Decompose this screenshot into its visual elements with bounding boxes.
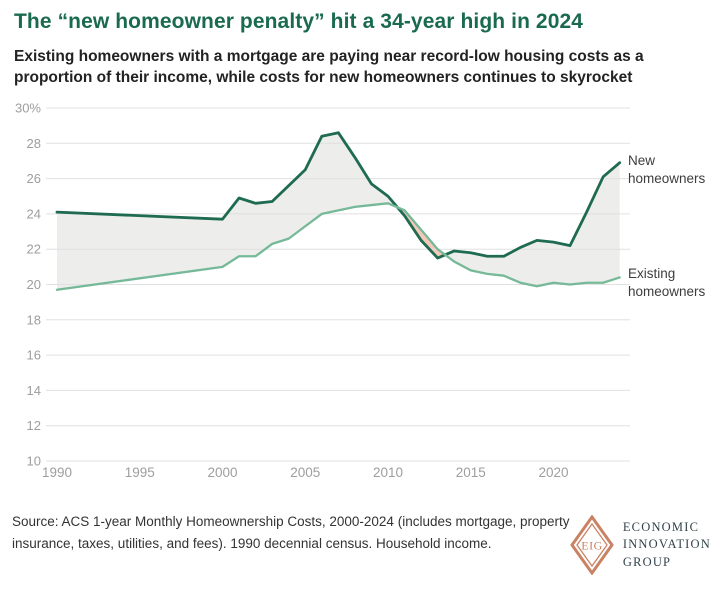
band-fill-gray <box>57 132 398 290</box>
y-tick-label: 28 <box>27 136 41 151</box>
x-tick-label: 2005 <box>290 465 320 480</box>
y-tick-label: 18 <box>27 312 41 327</box>
chart-page: The “new homeowner penalty” hit a 34-yea… <box>0 10 727 575</box>
x-tick-label: 1995 <box>125 465 155 480</box>
y-tick-label: 30% <box>15 100 41 115</box>
eig-wordmark-line1: ECONOMIC <box>622 519 700 534</box>
eig-wordmark-line3: GROUP <box>622 554 672 569</box>
chart-title: The “new homeowner penalty” hit a 34-yea… <box>14 10 584 33</box>
svg-text:EIG: EIG <box>581 538 603 552</box>
x-tick-label: 2015 <box>456 465 486 480</box>
series-line-new-homeowners <box>55 131 622 260</box>
series-label-new-homeowners: New homeowners <box>628 152 706 186</box>
x-tick-label: 1990 <box>42 465 72 480</box>
source-note: Source: ACS 1-year Monthly Homeownership… <box>12 513 570 551</box>
x-tick-label: 2000 <box>207 465 237 480</box>
x-tick-label: 2020 <box>538 465 568 480</box>
eig-logo: EIG ECONOMIC INNOVATION GROUP <box>570 514 711 575</box>
y-tick-label: 10 <box>27 453 41 468</box>
chart-subtitle: Existing homeowners with a mortgage are … <box>14 48 644 87</box>
y-tick-label: 14 <box>27 383 41 398</box>
chart-area: 30% 28 26 24 22 20 18 16 14 12 10 1990 1995 2000 2005 2… <box>0 95 727 487</box>
eig-wordmark-line2: INNOVATION <box>622 537 711 551</box>
y-tick-label: 16 <box>27 347 41 362</box>
y-tick-label: 12 <box>27 418 41 433</box>
y-tick-label: 24 <box>27 206 41 221</box>
y-tick-label: 20 <box>27 277 41 292</box>
series-label-existing-homeowners: Existing homeowners <box>628 265 706 299</box>
band-fill-gray <box>445 162 620 287</box>
eig-diamond-icon: EIG <box>570 514 614 575</box>
y-tick-label: 22 <box>27 241 41 256</box>
chart-footer: Source: ACS 1-year Monthly Homeownership… <box>12 511 713 575</box>
x-tick-label: 2010 <box>373 465 403 480</box>
series-line-existing-homeowners <box>55 201 621 291</box>
eig-logo-wordmark: ECONOMIC INNOVATION GROUP <box>623 519 711 572</box>
y-tick-label: 26 <box>27 171 41 186</box>
